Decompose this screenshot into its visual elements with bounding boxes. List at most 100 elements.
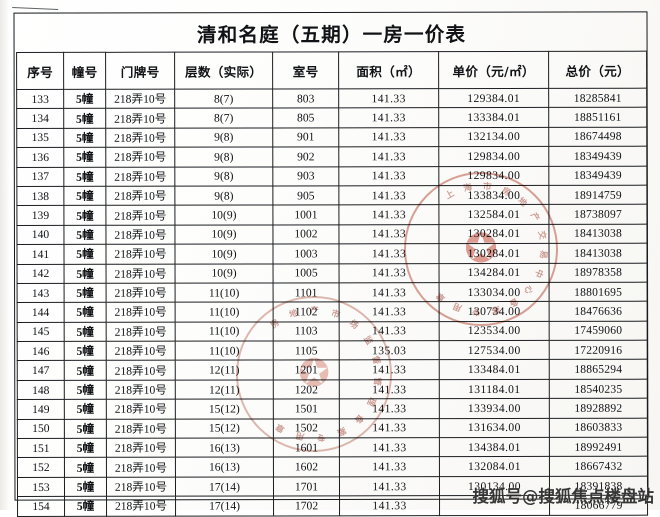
cell-unit-price: 133034.00	[439, 282, 550, 302]
cell-floor: 11(10)	[175, 282, 274, 303]
cell-area: 141.33	[339, 360, 440, 380]
cell-unit-price: 132084.01	[439, 456, 550, 477]
cell-total-price: 18801695	[549, 282, 648, 302]
cell-building: 5幢	[63, 166, 106, 187]
cell-floor: 11(10)	[175, 341, 274, 361]
cell-unit-price: 134384.01	[439, 437, 550, 458]
cell-seq: 141	[16, 244, 65, 265]
column-header-total-price: 总价（元）	[548, 51, 647, 89]
cell-room: 1003	[272, 243, 340, 264]
table-row: 147 5幢 218弄10号 12(11) 1201 141.33 133484.01 188…	[17, 359, 648, 381]
cell-total-price: 18865294	[549, 359, 648, 380]
cell-door: 218弄10号	[105, 186, 175, 206]
cell-total-price: 18349439	[548, 165, 647, 186]
cell-door: 218弄10号	[106, 380, 176, 400]
cell-building: 5幢	[64, 263, 107, 284]
cell-building: 5幢	[64, 380, 107, 400]
cell-door: 218弄10号	[106, 263, 176, 284]
cell-area: 141.33	[339, 437, 440, 458]
cell-room: 902	[272, 146, 339, 167]
cell-seq: 145	[17, 322, 65, 342]
cell-floor: 9(8)	[174, 185, 273, 206]
table-title-row: 清和名庭（五期）一房一价表	[16, 12, 647, 53]
price-table: 清和名庭（五期）一房一价表 序号 幢号 门牌号 层数（实际） 室号 面积（㎡） …	[16, 12, 648, 517]
page-edge-shadow	[0, 0, 10, 510]
cell-unit-price: 133484.01	[439, 359, 550, 380]
cell-total-price: 18674498	[548, 126, 647, 147]
cell-unit-price: 130284.01	[438, 224, 549, 244]
cell-seq: 153	[17, 477, 65, 497]
cell-room: 805	[272, 108, 339, 128]
cell-building: 5幢	[64, 457, 107, 478]
table-row: 133 5幢 218弄10号 8(7) 803 141.33 129384.01 182858…	[16, 88, 647, 109]
cell-total-price: 18992491	[549, 437, 648, 457]
cell-room: 1502	[273, 418, 340, 438]
cell-total-price: 18738097	[548, 204, 648, 225]
table-row: 151 5幢 218弄10号 16(13) 1601 141.33 134384.01 189…	[17, 437, 648, 458]
cell-door: 218弄10号	[105, 205, 175, 226]
cell-area: 141.33	[338, 204, 439, 225]
cell-door: 218弄10号	[106, 418, 176, 439]
cell-room: 1201	[273, 360, 340, 380]
cell-room: 1001	[272, 205, 339, 225]
cell-floor: 17(14)	[175, 476, 274, 497]
cell-door: 218弄10号	[106, 399, 176, 419]
cell-building: 5幢	[63, 225, 106, 245]
cell-unit-price: 133934.00	[439, 398, 550, 419]
cell-floor: 9(8)	[174, 147, 273, 167]
cell-seq: 144	[17, 302, 65, 323]
cell-total-price: 17220916	[549, 340, 648, 360]
cell-room: 905	[272, 185, 339, 206]
cell-floor: 17(14)	[175, 496, 274, 516]
cell-floor: 16(13)	[175, 457, 274, 477]
cell-total-price: 18476636	[549, 301, 648, 322]
cell-door: 218弄10号	[106, 438, 176, 458]
table-row: 145 5幢 218弄10号 11(10) 1103 141.33 123534.00 174…	[17, 320, 648, 342]
cell-building: 5幢	[63, 205, 106, 226]
cell-seq: 136	[16, 147, 64, 168]
cell-door: 218弄10号	[106, 321, 176, 342]
cell-building: 5幢	[64, 302, 107, 323]
table-row: 148 5幢 218弄10号 12(11) 1202 141.33 131184.01 185…	[17, 379, 648, 400]
cell-door: 218弄10号	[105, 224, 175, 245]
cell-seq: 138	[16, 186, 64, 206]
cell-room: 1102	[273, 302, 340, 322]
cell-total-price: 18667432	[549, 456, 648, 477]
cell-area: 141.33	[338, 146, 439, 167]
cell-door: 218弄10号	[105, 244, 176, 264]
cell-total-price: 18928892	[549, 398, 648, 419]
column-header-building: 幢号	[63, 52, 106, 90]
cell-area: 141.33	[339, 495, 440, 516]
cell-total-price: 18413038	[548, 243, 648, 263]
cell-seq: 146	[17, 341, 65, 361]
cell-building: 5幢	[63, 244, 107, 264]
table-row: 136 5幢 218弄10号 9(8) 902 141.33 129834.00 183494…	[16, 146, 647, 168]
cell-unit-price: 129834.00	[438, 165, 549, 186]
table-row: 152 5幢 218弄10号 16(13) 1602 141.33 132084.01 186…	[17, 456, 648, 478]
cell-building: 5幢	[64, 360, 107, 381]
cell-seq: 148	[17, 380, 65, 400]
cell-room: 1501	[273, 399, 340, 419]
cell-building: 5幢	[64, 341, 107, 361]
cell-total-price: 18978358	[549, 262, 648, 283]
cell-door: 218弄10号	[105, 147, 175, 167]
table-row: 135 5幢 218弄10号 9(8) 901 141.33 132134.00 186744…	[16, 126, 647, 148]
cell-total-price: 18540235	[549, 379, 648, 399]
cell-room: 1701	[273, 476, 340, 497]
table-row: 149 5幢 218弄10号 15(12) 1501 141.33 133934.00 189…	[17, 398, 648, 420]
cell-building: 5幢	[64, 418, 107, 439]
cell-area: 141.33	[339, 379, 440, 400]
cell-unit-price: 130284.01	[438, 243, 550, 264]
cell-seq: 137	[16, 166, 64, 187]
cell-area: 141.33	[339, 282, 440, 303]
cell-door: 218弄10号	[106, 476, 176, 497]
cell-seq: 151	[17, 438, 65, 458]
cell-total-price: 18285841	[548, 88, 647, 108]
table-row: 138 5幢 218弄10号 9(8) 905 141.33 133834.00 189147…	[16, 185, 648, 206]
cell-floor: 11(10)	[175, 302, 274, 322]
cell-door: 218弄10号	[105, 108, 175, 129]
cell-area: 141.33	[339, 476, 440, 497]
cell-floor: 12(11)	[175, 360, 274, 381]
